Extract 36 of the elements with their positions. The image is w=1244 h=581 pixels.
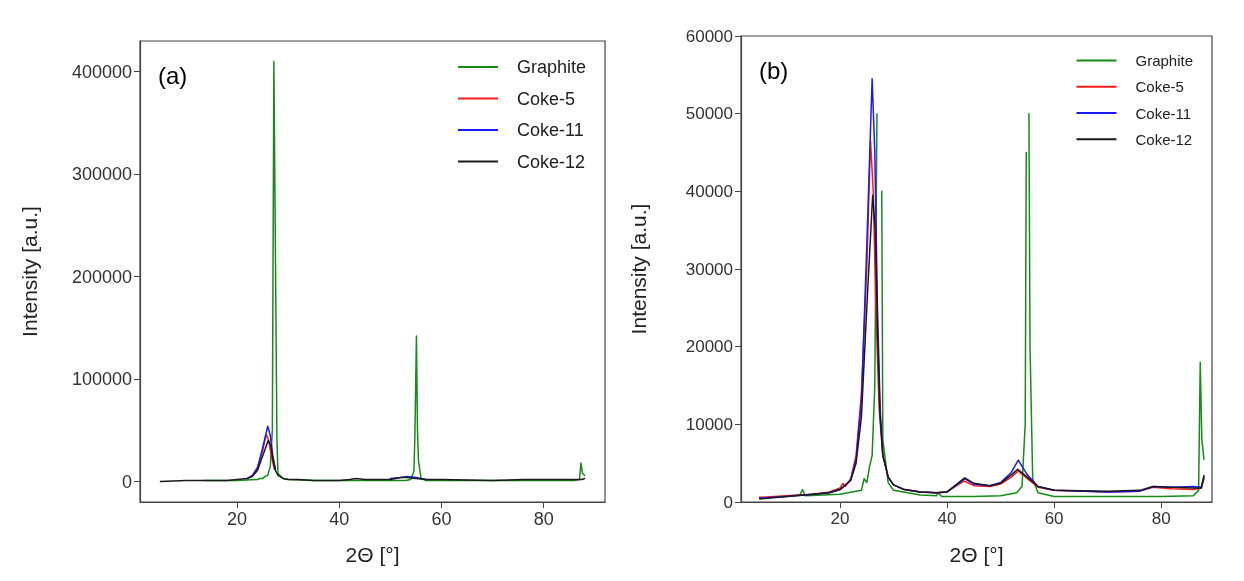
legend-label: Coke-12: [1135, 130, 1193, 148]
legend-label: Coke-11: [1135, 104, 1192, 122]
y-tick-label: 20000: [685, 337, 733, 357]
y-tick-label: 60000: [685, 26, 733, 46]
y-tick-label: 10000: [685, 414, 733, 434]
annotation: (a): [158, 61, 188, 89]
line-series: [758, 194, 1205, 500]
x-tick-label: 80: [1151, 509, 1171, 528]
y-tick-label: 100000: [71, 369, 132, 390]
x-tick-label: 20: [830, 509, 850, 528]
x-tick-label: 40: [329, 509, 350, 529]
legend-label: Coke-11: [516, 120, 584, 140]
line-series: [159, 439, 586, 483]
legend-label: Coke-5: [1135, 78, 1184, 96]
y-tick-label: 400000: [71, 61, 132, 82]
annotation: (b): [759, 56, 789, 84]
y-axis-title: Intensity [a.u.]: [18, 206, 41, 337]
legend-label: Graphite: [516, 57, 587, 77]
legend-label: Coke-5: [516, 88, 575, 109]
x-tick-label: 60: [431, 509, 452, 529]
y-tick-label: 30000: [685, 259, 733, 279]
x-tick-label: 60: [1044, 509, 1064, 528]
y-tick-label: 0: [723, 492, 733, 512]
x-axis-title: 2Θ [°]: [345, 543, 400, 566]
x-tick-label: 20: [227, 509, 248, 529]
y-tick-label: 0: [121, 471, 132, 492]
y-axis-title: Intensity [a.u.]: [627, 203, 650, 335]
x-tick-label: 40: [937, 509, 957, 528]
legend-label: Graphite: [1135, 52, 1194, 69]
y-tick-label: 50000: [685, 104, 733, 124]
y-tick-label: 200000: [71, 266, 132, 287]
x-axis-title: 2Θ [°]: [949, 543, 1004, 566]
y-tick-label: 40000: [685, 181, 733, 201]
y-tick-label: 300000: [71, 164, 132, 185]
legend-label: Coke-12: [516, 151, 586, 172]
x-tick-label: 80: [533, 509, 554, 529]
